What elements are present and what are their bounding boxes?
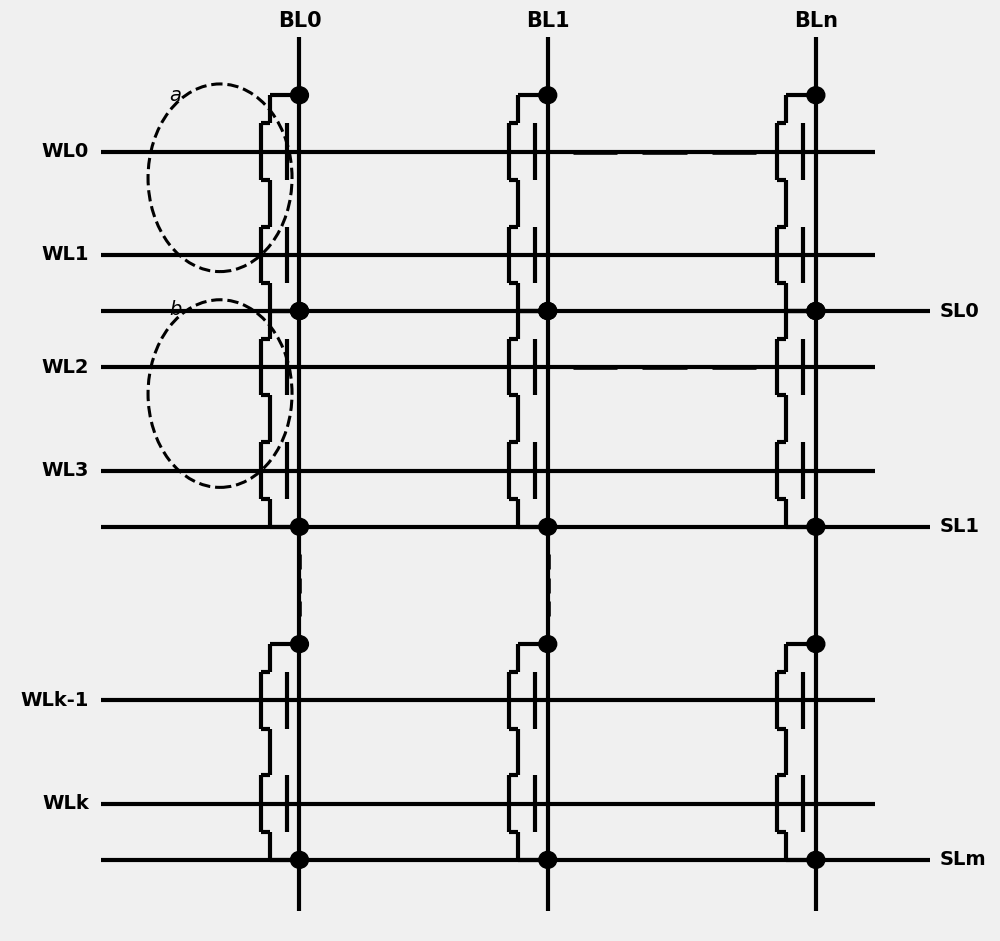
Text: b: b bbox=[169, 299, 182, 319]
Circle shape bbox=[539, 303, 557, 319]
Circle shape bbox=[539, 518, 557, 535]
Circle shape bbox=[539, 87, 557, 104]
Circle shape bbox=[539, 852, 557, 869]
Circle shape bbox=[539, 303, 557, 319]
Circle shape bbox=[291, 87, 308, 104]
Text: WLk-1: WLk-1 bbox=[21, 691, 89, 710]
Circle shape bbox=[807, 635, 825, 652]
Text: WL3: WL3 bbox=[42, 461, 89, 480]
Text: BL1: BL1 bbox=[526, 11, 570, 31]
Text: BL0: BL0 bbox=[278, 11, 321, 31]
Text: SL0: SL0 bbox=[940, 301, 980, 321]
Circle shape bbox=[291, 635, 308, 652]
Text: WL1: WL1 bbox=[41, 246, 89, 264]
Circle shape bbox=[291, 303, 308, 319]
Circle shape bbox=[291, 852, 308, 869]
Circle shape bbox=[291, 303, 308, 319]
Circle shape bbox=[807, 852, 825, 869]
Text: SL1: SL1 bbox=[940, 518, 980, 536]
Circle shape bbox=[291, 518, 308, 535]
Text: WL0: WL0 bbox=[42, 142, 89, 161]
Text: BLn: BLn bbox=[794, 11, 838, 31]
Circle shape bbox=[807, 518, 825, 535]
Text: WLk: WLk bbox=[42, 794, 89, 813]
Text: SLm: SLm bbox=[940, 851, 987, 869]
Circle shape bbox=[807, 303, 825, 319]
Circle shape bbox=[807, 303, 825, 319]
Text: WL2: WL2 bbox=[41, 358, 89, 376]
Circle shape bbox=[807, 87, 825, 104]
Circle shape bbox=[539, 635, 557, 652]
Text: a: a bbox=[169, 86, 181, 104]
